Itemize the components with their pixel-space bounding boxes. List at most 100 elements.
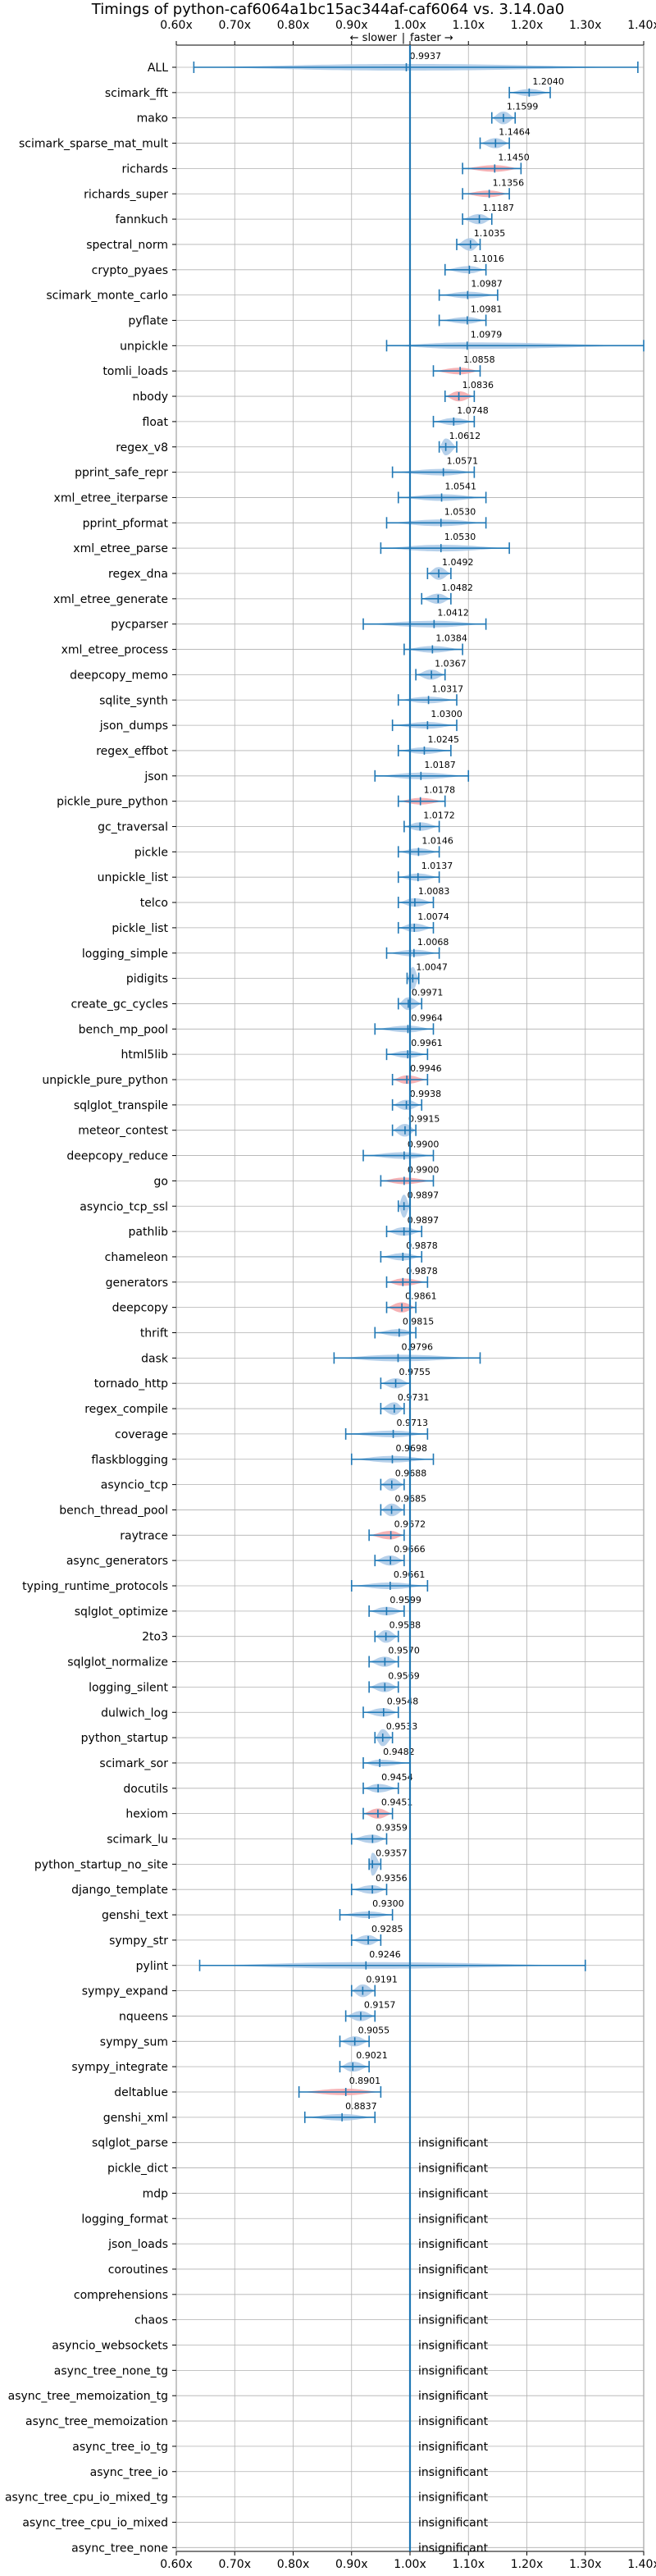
value-label: 0.9937	[410, 51, 441, 62]
value-label: 1.0187	[424, 760, 456, 770]
benchmark-label: pylint	[136, 1960, 169, 1973]
benchmark-label: asyncio_tcp	[101, 1479, 168, 1492]
insignificant-label: insignificant	[418, 2137, 489, 2150]
value-label: 1.0530	[444, 506, 476, 517]
value-label: 0.9191	[366, 1975, 398, 1985]
benchmark-label: bench_thread_pool	[59, 1504, 168, 1517]
benchmark-label: pickle	[134, 846, 168, 859]
value-label: 0.8901	[349, 2076, 381, 2086]
benchmark-label: unpickle_list	[98, 871, 169, 884]
benchmark-label: json	[144, 770, 168, 783]
value-label: 1.0541	[445, 481, 477, 491]
benchmark-label: hexiom	[125, 1808, 168, 1821]
value-label: 0.9451	[381, 1797, 413, 1808]
direction-separator: |	[402, 32, 405, 44]
benchmark-label: fannkuch	[116, 213, 168, 226]
benchmark-label: regex_v8	[116, 441, 168, 454]
benchmark-label: 2to3	[142, 1631, 168, 1644]
benchmark-label: pycparser	[111, 619, 168, 632]
benchmark-label: sqlite_synth	[99, 694, 168, 707]
x-tick-label-top: 0.60x	[160, 19, 192, 32]
benchmark-label: json_loads	[107, 2238, 168, 2251]
benchmark-label: dask	[141, 1352, 169, 1365]
value-label: 1.0612	[449, 431, 481, 441]
value-label: 0.9356	[376, 1873, 408, 1884]
value-label: 0.9359	[376, 1823, 408, 1834]
value-label: 1.0384	[435, 633, 467, 644]
benchmark-label: nbody	[133, 391, 169, 404]
benchmark-label: async_generators	[66, 1555, 168, 1568]
benchmark-label: crypto_pyaes	[92, 264, 168, 277]
value-label: 1.0530	[444, 532, 476, 542]
benchmark-label: pickle_pure_python	[57, 796, 168, 809]
insignificant-label: insignificant	[418, 2492, 489, 2505]
benchmark-label: nqueens	[119, 2010, 168, 2023]
value-label: 1.0068	[417, 937, 449, 948]
x-tick-label-bottom: 0.60x	[160, 2558, 192, 2571]
value-label: 0.9900	[408, 1164, 440, 1175]
insignificant-label: insignificant	[418, 2390, 489, 2403]
value-label: 0.9878	[406, 1266, 438, 1277]
benchmark-label: json_dumps	[99, 719, 168, 733]
x-tick-label-bottom: 0.80x	[277, 2558, 309, 2571]
value-label: 0.9300	[372, 1898, 404, 1909]
value-label: 0.9285	[371, 1924, 403, 1934]
benchmark-label: coroutines	[108, 2263, 168, 2277]
benchmark-label: logging_format	[81, 2213, 168, 2226]
value-label: 0.9861	[405, 1291, 437, 1302]
benchmark-label: ALL	[148, 62, 168, 75]
insignificant-label: insignificant	[418, 2516, 489, 2529]
value-label: 1.0317	[432, 683, 464, 694]
value-label: 0.9698	[395, 1443, 427, 1454]
benchmark-label: python_startup_no_site	[34, 1858, 168, 1871]
benchmark-label: async_tree_cpu_io_mixed_tg	[5, 2492, 168, 2505]
value-label: 0.9713	[397, 1418, 429, 1428]
benchmark-label: scimark_lu	[107, 1834, 168, 1847]
insignificant-label: insignificant	[418, 2441, 489, 2454]
value-label: 0.9569	[388, 1670, 420, 1681]
benchmark-label: pickle_list	[112, 922, 168, 935]
value-label: 1.0367	[435, 658, 467, 669]
benchmark-label: dulwich_log	[101, 1706, 168, 1720]
benchmark-label: docutils	[123, 1783, 168, 1796]
benchmark-label: comprehensions	[74, 2289, 168, 2302]
x-tick-label-bottom: 1.20x	[511, 2558, 543, 2571]
value-label: 1.0979	[471, 329, 503, 340]
value-label: 1.1187	[483, 203, 515, 213]
value-label: 1.0178	[424, 785, 456, 796]
x-tick-label-top: 1.40x	[627, 19, 656, 32]
benchmark-label: async_tree_cpu_io_mixed	[22, 2516, 168, 2529]
value-label: 1.0987	[471, 279, 503, 290]
x-tick-label-bottom: 1.10x	[453, 2558, 485, 2571]
benchmark-label: float	[143, 416, 169, 429]
benchmark-label: scimark_sparse_mat_mult	[19, 138, 168, 151]
value-label: 0.9878	[406, 1240, 438, 1251]
x-tick-label-top: 0.90x	[335, 19, 367, 32]
value-label: 0.8837	[345, 2101, 377, 2112]
value-label: 1.0137	[421, 861, 453, 871]
x-tick-label-bottom: 0.70x	[219, 2558, 251, 2571]
benchmark-label: sympy_expand	[82, 1985, 168, 1998]
benchmark-label: xml_etree_parse	[73, 542, 168, 555]
value-label: 0.9454	[381, 1772, 413, 1783]
value-label: 0.9971	[412, 987, 443, 998]
value-label: 1.1599	[507, 102, 539, 112]
value-label: 1.0492	[442, 557, 474, 568]
benchmark-label: regex_compile	[84, 1403, 168, 1416]
value-label: 1.0172	[423, 811, 455, 821]
benchmark-label: meteor_contest	[78, 1125, 168, 1138]
benchmark-label: deepcopy	[112, 1302, 168, 1315]
benchmark-label: logging_silent	[89, 1681, 168, 1694]
benchmark-label: spectral_norm	[86, 239, 168, 252]
value-label: 1.0836	[462, 380, 494, 391]
benchmark-label: sympy_sum	[100, 2035, 168, 2048]
benchmark-label: genshi_text	[102, 1909, 169, 1922]
value-label: 1.1464	[499, 127, 531, 138]
benchmark-label: tomli_loads	[102, 365, 168, 378]
value-label: 0.9157	[364, 1999, 396, 2010]
benchmark-label: scimark_monte_carlo	[46, 290, 168, 303]
insignificant-label: insignificant	[418, 2187, 489, 2200]
benchmark-label: sqlglot_normalize	[67, 1656, 168, 1669]
value-label: 0.9588	[390, 1620, 421, 1631]
